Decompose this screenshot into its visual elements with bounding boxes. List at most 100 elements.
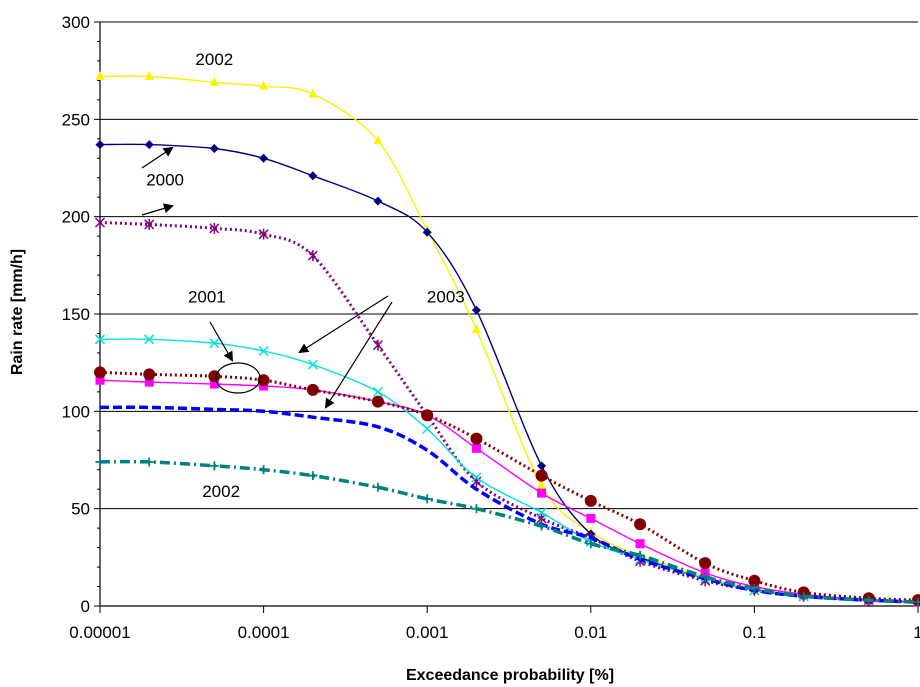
data-point-triangle (308, 88, 318, 98)
data-point-asterisk (94, 217, 106, 229)
data-point-asterisk (372, 339, 383, 351)
data-point-circle (634, 518, 647, 531)
data-point-circle (371, 395, 384, 408)
data-point-x (209, 338, 220, 349)
y-axis-ticks: 0 50 100 150 200 250 300 (62, 13, 100, 616)
data-point-x (422, 423, 433, 434)
data-point-diamond (373, 196, 383, 206)
data-point-x (471, 472, 482, 483)
y-tick-label: 300 (62, 13, 90, 32)
annotation-arrow (324, 301, 393, 409)
data-point-diamond (144, 140, 154, 150)
data-point-square (144, 377, 154, 387)
data-point-x (258, 345, 269, 357)
data-point-circle (306, 383, 319, 396)
annotation-label: 2000 (146, 171, 184, 190)
series-5 (94, 366, 920, 607)
annotation-label: 2002 (202, 482, 240, 501)
data-point-x (94, 334, 106, 345)
data-series (94, 71, 920, 608)
series-6 (99, 405, 919, 604)
data-point-plus (586, 539, 596, 549)
data-point-diamond (537, 461, 547, 471)
data-point-x (307, 359, 318, 370)
data-point-plus (749, 583, 759, 593)
y-tick-label: 250 (62, 110, 90, 129)
data-point-square (537, 488, 547, 498)
series-7 (95, 457, 920, 607)
data-point-triangle (95, 71, 105, 81)
data-point-triangle (471, 324, 481, 334)
data-point-circle (143, 368, 156, 381)
data-point-plus (471, 504, 481, 514)
data-point-plus (259, 465, 269, 475)
annotation-arrow (298, 295, 389, 354)
data-point-circle (535, 469, 548, 482)
data-point-circle (699, 557, 712, 570)
data-point-circle (748, 574, 761, 587)
data-point-plus (373, 482, 383, 492)
series-line (99, 459, 919, 604)
grid-lines (100, 21, 918, 510)
x-tick-label: 0.01 (574, 623, 607, 642)
series-line (99, 379, 919, 603)
series-line (99, 405, 919, 604)
data-point-diamond (259, 153, 269, 163)
data-point-x (372, 386, 383, 397)
data-point-triangle (209, 76, 219, 86)
y-tick-label: 200 (62, 208, 90, 227)
annotation-arrows (141, 146, 393, 409)
data-point-x (144, 334, 155, 345)
data-point-plus (144, 457, 154, 467)
data-point-plus (864, 595, 874, 605)
data-point-circle (470, 432, 483, 445)
data-point-plus (209, 461, 219, 471)
x-axis-label: Exceedance probability [%] (406, 667, 614, 684)
annotations: 2002 2000 2001 2003 2002 (146, 50, 465, 501)
data-point-plus (308, 471, 318, 481)
data-point-asterisk (307, 250, 318, 262)
x-axis-ticks: 0.00001 0.0001 0.001 0.01 0.1 1 (69, 606, 920, 642)
data-point-plus (913, 597, 920, 607)
data-point-asterisk (209, 222, 220, 234)
x-tick-label: 0.1 (743, 623, 767, 642)
data-point-triangle (144, 71, 154, 81)
data-point-square (471, 443, 481, 453)
data-point-diamond (308, 171, 318, 181)
data-point-square (209, 379, 219, 389)
data-point-diamond (422, 227, 432, 237)
annotation-ellipse (215, 362, 261, 394)
y-tick-label: 0 (81, 597, 90, 616)
annotation-label: 2002 (195, 50, 233, 69)
x-tick-label: 0.00001 (69, 623, 130, 642)
series-line (99, 221, 919, 604)
series-line (99, 75, 919, 603)
data-point-diamond (95, 140, 105, 150)
x-tick-label: 1 (913, 623, 920, 642)
y-axis-label: Rain rate [mm/h] (9, 249, 26, 375)
data-point-triangle (259, 80, 269, 90)
data-point-diamond (471, 305, 481, 315)
annotation-label: 2001 (188, 287, 226, 306)
data-point-asterisk (258, 228, 269, 240)
annotation-arrow (209, 321, 234, 362)
y-tick-label: 100 (62, 402, 90, 421)
data-point-circle (94, 366, 106, 379)
annotation-arrow (141, 203, 174, 216)
data-point-plus (95, 457, 105, 467)
data-point-x (536, 507, 547, 518)
data-point-diamond (209, 144, 219, 154)
x-tick-label: 0.001 (406, 623, 449, 642)
data-point-square (586, 513, 596, 523)
annotation-arrow (141, 146, 174, 169)
data-point-plus (799, 591, 809, 601)
data-point-triangle (537, 479, 547, 489)
data-point-plus (537, 521, 547, 531)
y-tick-label: 150 (62, 305, 90, 324)
data-point-square (635, 539, 645, 549)
data-point-asterisk (144, 218, 155, 230)
data-point-square (95, 375, 105, 385)
data-point-circle (421, 409, 434, 422)
series-2 (94, 217, 920, 608)
